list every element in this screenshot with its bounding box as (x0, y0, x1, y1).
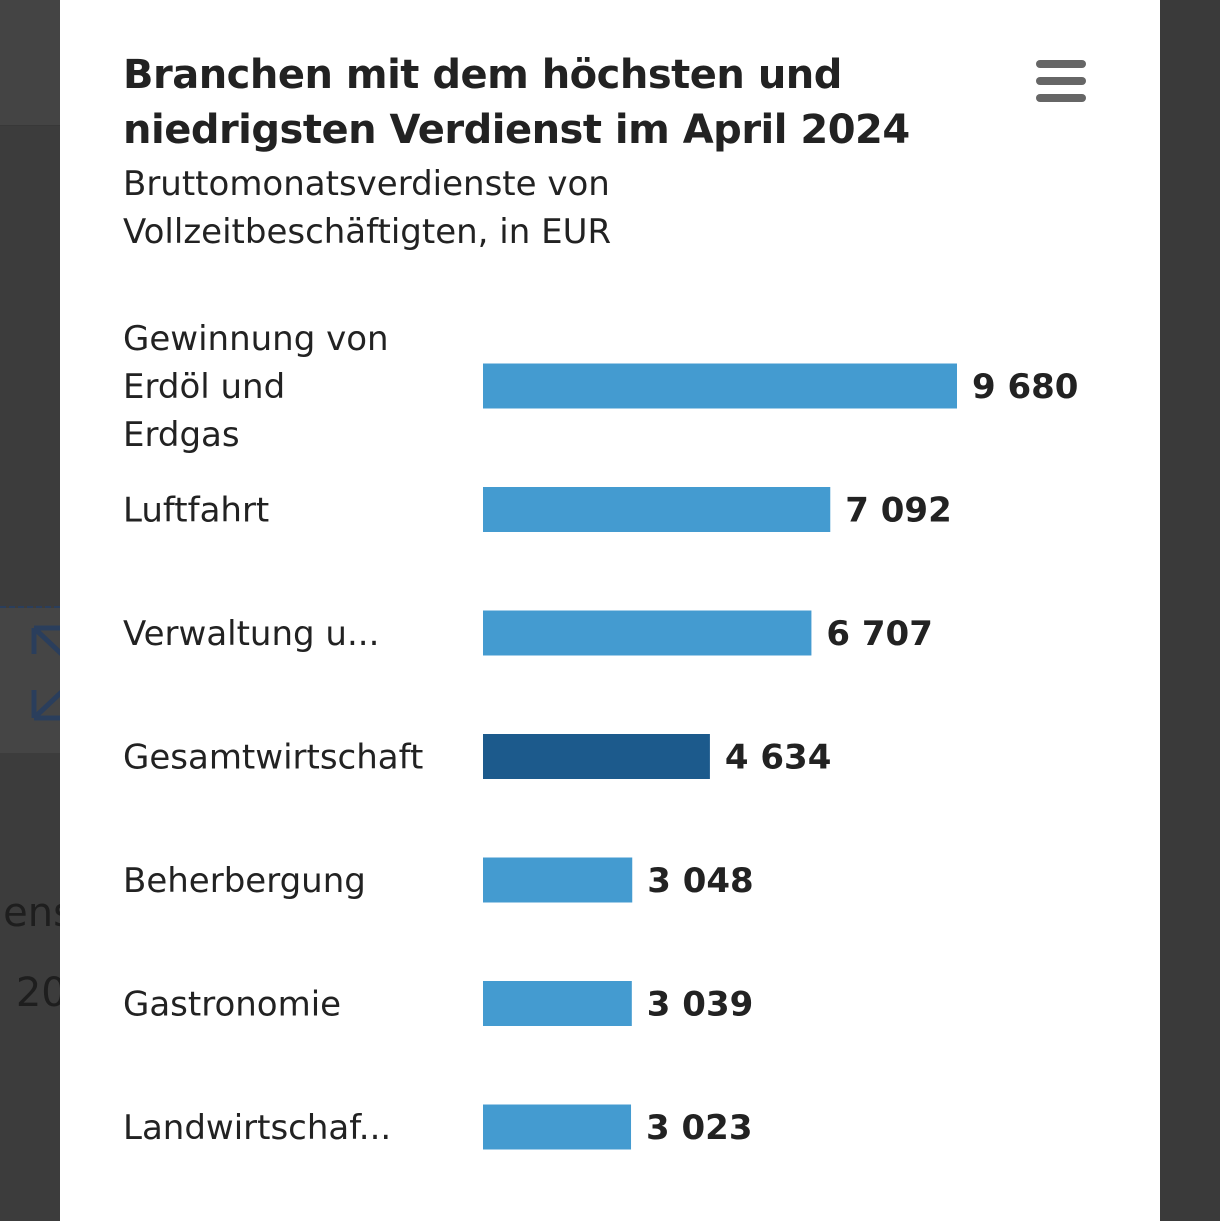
data-label: 3 048 (647, 861, 753, 901)
category-label: Verwaltung u... (123, 614, 379, 654)
category-label-line: Beherbergung (123, 861, 366, 901)
bar[interactable] (483, 981, 632, 1026)
background-card (0, 608, 60, 753)
category-label: Gesamtwirtschaft (123, 738, 423, 778)
category-label-line: Gewinnung von (123, 319, 389, 359)
data-label: 7 092 (845, 491, 951, 531)
category-label: Luftfahrt (123, 491, 269, 531)
background-card-border (0, 606, 60, 613)
chart-modal: Branchen mit dem höchsten und niedrigste… (60, 0, 1160, 1221)
background-right-strip (1160, 0, 1220, 1221)
category-label-line: Erdöl und (123, 367, 285, 407)
chart-subtitle: Bruttomonatsverdienste von Vollzeitbesch… (123, 164, 612, 252)
data-label: 9 680 (972, 367, 1078, 407)
chart-title: Branchen mit dem höchsten und niedrigste… (123, 52, 910, 153)
category-label: Gastronomie (123, 985, 341, 1025)
background-text-line-1: iens (0, 890, 60, 936)
hamburger-menu-icon-bar (1036, 77, 1086, 85)
hamburger-menu-icon (1036, 60, 1086, 68)
category-label-line: Gesamtwirtschaft (123, 738, 423, 778)
background-text-line-2: l 20 (0, 970, 60, 1016)
bar[interactable] (483, 734, 710, 779)
bar[interactable] (483, 363, 957, 409)
data-label: 3 023 (646, 1108, 752, 1148)
bar[interactable] (483, 610, 812, 656)
category-label-line: Landwirtschaf... (123, 1108, 391, 1148)
category-label: Beherbergung (123, 861, 366, 901)
bar[interactable] (483, 487, 831, 532)
hamburger-menu-icon-bar (1036, 94, 1086, 102)
category-label: Gewinnung von Erdöl und Erdgas (123, 319, 389, 455)
bar-chart: 9 680 Gewinnung von Erdöl und Erdgas 7 092 Lu… (123, 319, 1078, 1150)
data-label: 3 039 (647, 985, 753, 1025)
category-label-line: Verwaltung u... (123, 614, 379, 654)
category-label: Landwirtschaf... (123, 1108, 391, 1148)
category-label-line: Erdgas (123, 415, 240, 455)
bar[interactable] (483, 1104, 632, 1150)
category-label-line: Luftfahrt (123, 491, 269, 531)
background-header (0, 0, 60, 126)
data-label: 4 634 (725, 738, 831, 778)
bar[interactable] (483, 857, 633, 903)
data-label: 6 707 (826, 614, 932, 654)
chart-menu-button[interactable] (1032, 58, 1090, 104)
category-label-line: Gastronomie (123, 985, 341, 1025)
